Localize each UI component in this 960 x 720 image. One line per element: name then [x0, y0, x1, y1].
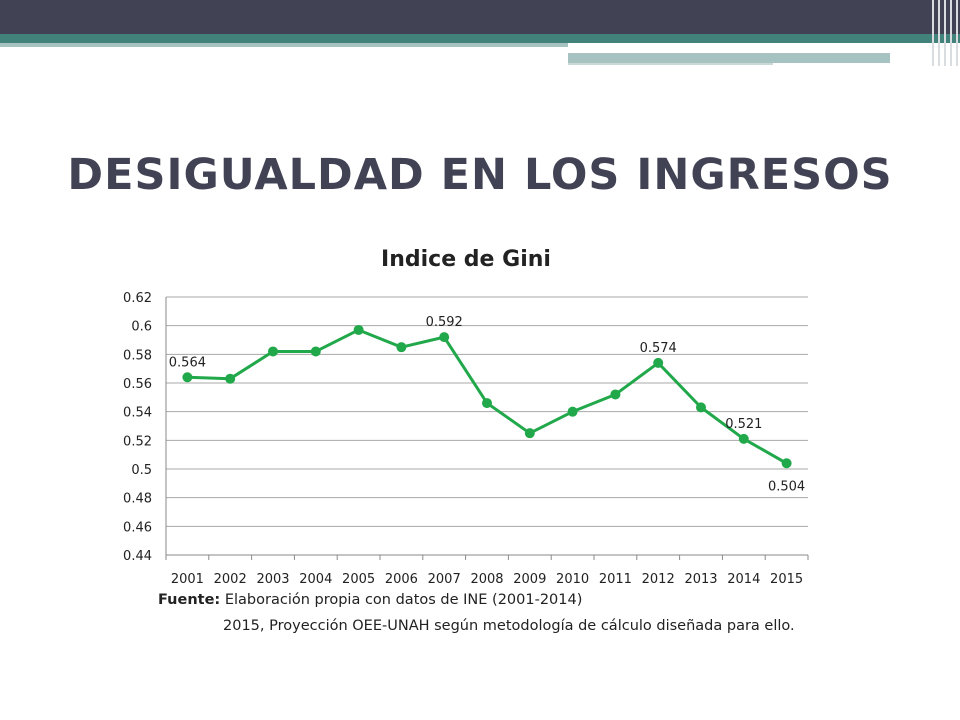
y-tick-label: 0.6 [131, 320, 152, 335]
x-tick-label: 2002 [214, 572, 247, 587]
data-label: 0.592 [426, 315, 463, 330]
source-text-1: Elaboración propia con datos de INE (200… [224, 592, 583, 608]
x-tick-label: 2003 [256, 572, 289, 587]
data-point [482, 398, 492, 409]
data-point [567, 406, 578, 417]
data-point [610, 389, 621, 400]
x-tick-labels: 2001 2002 2003 2004 2005 2006 2007 2008 2009 2010… [171, 572, 803, 587]
y-tick-label: 0.44 [123, 549, 152, 564]
header-band-thin [568, 63, 773, 65]
header-accent-light [0, 43, 568, 47]
data-labels: 0.564 0.592 0.574 0.521 0.504 [169, 315, 805, 494]
data-label: 0.574 [640, 341, 677, 356]
series-layer [182, 324, 792, 469]
data-point [268, 346, 278, 357]
data-point [738, 433, 749, 444]
data-point [653, 357, 664, 368]
x-tick-label: 2015 [770, 572, 803, 587]
x-tick-label: 2014 [727, 572, 760, 587]
data-point [353, 324, 364, 335]
source-line-1: Fuente: Elaboración propia con datos de … [158, 592, 582, 608]
x-tick-label: 2010 [556, 572, 589, 587]
x-tick-label: 2011 [599, 572, 632, 587]
y-tick-label: 0.54 [123, 406, 152, 421]
y-tick-labels: 0.44 0.46 0.48 0.5 0.52 0.54 0.56 0.58 0.6 0.62 [123, 291, 152, 564]
x-tick-label: 2007 [428, 572, 461, 587]
y-tick-label: 0.46 [123, 520, 152, 535]
header-bar [0, 0, 960, 34]
data-point [524, 428, 535, 439]
header-band-white [568, 43, 890, 49]
data-point [781, 458, 792, 469]
data-point [439, 332, 450, 343]
chart-title: Indice de Gini [381, 247, 551, 272]
corner-decoration [932, 0, 958, 66]
header-accent-bar [0, 34, 960, 43]
x-tick-label: 2008 [470, 572, 503, 587]
y-tick-label: 0.52 [123, 434, 152, 449]
data-point [696, 402, 706, 413]
source-line-2: 2015, Proyección OEE-UNAH según metodolo… [223, 618, 795, 634]
y-tick-label: 0.58 [123, 348, 152, 363]
x-tick-label: 2001 [171, 572, 204, 587]
data-label: 0.564 [169, 355, 206, 370]
data-label: 0.504 [768, 479, 805, 494]
data-label: 0.521 [725, 417, 762, 432]
y-tick-label: 0.5 [131, 463, 152, 478]
y-tick-label: 0.62 [123, 291, 152, 306]
grid-lines [166, 296, 808, 527]
data-point [225, 373, 236, 384]
y-tick-label: 0.56 [123, 377, 152, 392]
x-tick-label: 2004 [299, 572, 332, 587]
source-label: Fuente: [158, 592, 221, 608]
x-tick-label: 2005 [342, 572, 375, 587]
x-tick-label: 2012 [642, 572, 675, 587]
slide-title: DESIGUALDAD EN LOS INGRESOS [67, 150, 893, 200]
data-point [396, 342, 407, 353]
data-point [310, 346, 321, 357]
data-point [182, 372, 193, 383]
x-tick-label: 2006 [385, 572, 418, 587]
x-tick-label: 2009 [513, 572, 546, 587]
header-band-light [568, 53, 890, 63]
axes [165, 297, 809, 560]
y-tick-label: 0.48 [123, 492, 152, 507]
x-tick-label: 2013 [684, 572, 717, 587]
